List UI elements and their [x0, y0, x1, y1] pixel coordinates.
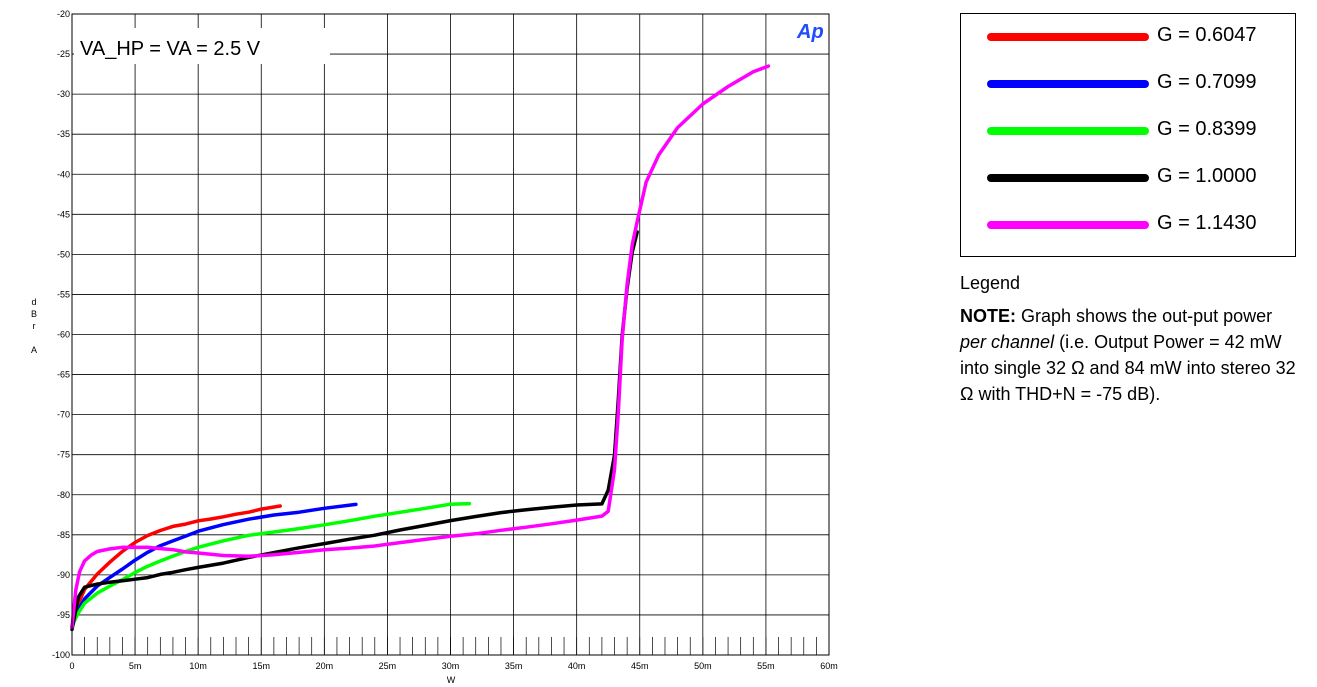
- series-line: [70, 230, 639, 632]
- x-tick-label: 0: [69, 661, 74, 671]
- note-italic: per channel: [960, 332, 1055, 352]
- legend-item: G = 0.6047: [961, 21, 1295, 51]
- plot-frame: [71, 13, 830, 656]
- y-tick-label: -35: [57, 129, 70, 139]
- legend: G = 0.6047 G = 0.7099 G = 0.8399 G = 1.0…: [960, 13, 1296, 257]
- legend-swatch: [987, 174, 1149, 182]
- x-tick-label: 20m: [316, 661, 334, 671]
- note-text-1: Graph shows the out-put power: [1016, 306, 1273, 326]
- legend-item: G = 0.7099: [961, 68, 1295, 98]
- annotation-layer: VA_HP = VA = 2.5 V Ap: [74, 21, 824, 64]
- x-tick-label: 50m: [694, 661, 712, 671]
- x-tick-label: 45m: [631, 661, 649, 671]
- annotation-bg: [74, 28, 330, 64]
- chart: 0 5m 10m 15m 20m 25m 30m 35m 40m 45m 50m 55m 60m -20…: [31, 9, 838, 685]
- legend-swatch: [987, 33, 1149, 41]
- series-line: [70, 64, 771, 629]
- legend-title: Legend: [960, 273, 1021, 293]
- series-line: [70, 504, 282, 629]
- legend-item: G = 1.1430: [961, 209, 1295, 239]
- x-tick-label: 25m: [379, 661, 397, 671]
- note-bold: NOTE:: [960, 306, 1016, 326]
- series-line: [70, 501, 472, 628]
- note: NOTE: Graph shows the out-put power per …: [960, 303, 1302, 407]
- y-tick-label: -60: [57, 330, 70, 340]
- legend-swatch: [987, 127, 1149, 135]
- x-tick-label: 5m: [129, 661, 142, 671]
- series-layer: [70, 64, 771, 632]
- x-tick-label: 30m: [442, 661, 460, 671]
- legend-swatch: [987, 221, 1149, 229]
- note-text-2: (i.e. Output Power = 42 mW into single 3…: [960, 332, 1296, 404]
- y-tick-label: -65: [57, 370, 70, 380]
- y-tick-label: -70: [57, 410, 70, 420]
- x-tick-label: 10m: [189, 661, 207, 671]
- y-label-char: d: [31, 297, 36, 307]
- y-tick-label: -50: [57, 249, 70, 259]
- legend-label: G = 0.8399: [1157, 118, 1257, 140]
- y-tick-label: -80: [57, 490, 70, 500]
- y-tick-label: -40: [57, 169, 70, 179]
- y-tick-label: -90: [57, 570, 70, 580]
- y-tick-labels: -20 -25 -30 -35 -40 -45 -50 -55 -60 -65 -70 -75 -80 -…: [52, 9, 70, 660]
- x-tick-label: 15m: [252, 661, 270, 671]
- y-tick-label: -75: [57, 450, 70, 460]
- legend-label: G = 1.1430: [1157, 212, 1257, 234]
- y-tick-label: -95: [57, 610, 70, 620]
- x-tick-label: 60m: [820, 661, 838, 671]
- x-axis-label: W: [447, 675, 456, 685]
- plot-border: [71, 13, 830, 656]
- y-tick-label: -20: [57, 9, 70, 19]
- legend-item: G = 0.8399: [961, 115, 1295, 145]
- legend-label: G = 0.7099: [1157, 71, 1257, 93]
- y-tick-label: -30: [57, 89, 70, 99]
- series-line: [70, 502, 358, 629]
- grid: [71, 13, 830, 656]
- y-tick-label: -55: [57, 289, 70, 299]
- legend-swatch: [987, 80, 1149, 88]
- y-tick-label: -25: [57, 49, 70, 59]
- legend-label: G = 0.6047: [1157, 24, 1257, 46]
- y-tick-label: -85: [57, 530, 70, 540]
- ap-logo: Ap: [796, 21, 824, 43]
- x-tick-label: 55m: [757, 661, 775, 671]
- x-tick-labels: 0 5m 10m 15m 20m 25m 30m 35m 40m 45m 50m 55m 60m: [69, 661, 837, 671]
- legend-label: G = 1.0000: [1157, 165, 1257, 187]
- y-tick-label: -45: [57, 209, 70, 219]
- y-label-char: A: [31, 345, 37, 355]
- y-label-char: r: [33, 321, 36, 331]
- y-tick-label: -100: [52, 650, 70, 660]
- y-label-char: B: [31, 309, 37, 319]
- y-axis-label: dBr A: [31, 297, 37, 355]
- annotation-text: VA_HP = VA = 2.5 V: [80, 38, 261, 60]
- legend-item: G = 1.0000: [961, 162, 1295, 192]
- x-tick-label: 35m: [505, 661, 523, 671]
- x-tick-label: 40m: [568, 661, 586, 671]
